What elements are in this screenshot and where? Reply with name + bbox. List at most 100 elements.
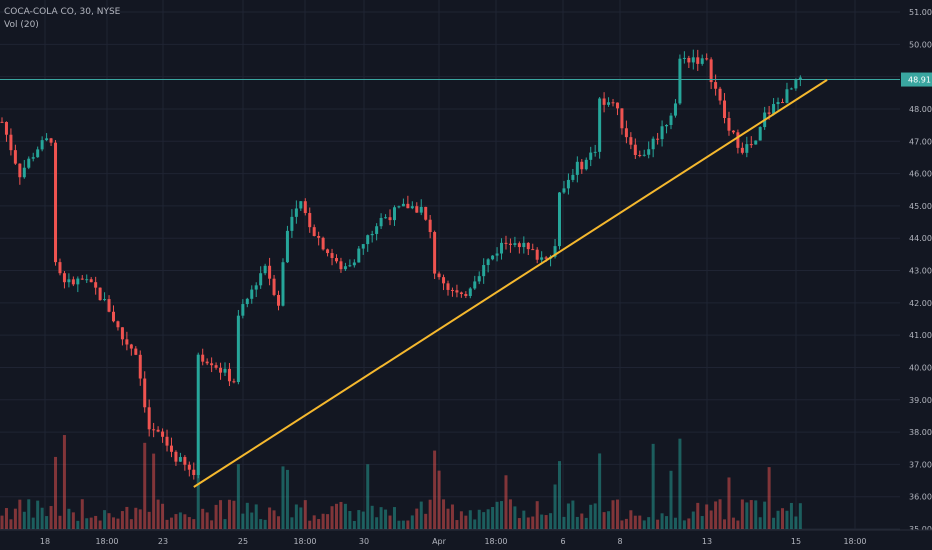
volume-bar	[357, 510, 361, 529]
volume-bar	[486, 509, 490, 529]
candle-body	[303, 201, 307, 214]
candle-body	[500, 242, 504, 254]
candle-body	[18, 163, 22, 178]
candle-body	[192, 469, 196, 476]
volume-bar	[107, 513, 111, 529]
symbol-legend[interactable]: COCA-COLA CO, 30, NYSE	[4, 7, 121, 17]
candle-body	[593, 151, 597, 153]
candle-body	[219, 367, 223, 373]
candle-body	[491, 255, 495, 260]
price-axis[interactable]: 51.0050.0049.0048.0047.0046.0045.0044.00…	[900, 0, 932, 550]
candle-body	[687, 57, 691, 63]
volume-bar	[745, 502, 749, 529]
price-tick-label: 37.00	[909, 460, 932, 469]
volume-bars	[0, 435, 802, 529]
volume-bar	[361, 511, 365, 529]
candle-body	[335, 258, 338, 262]
volume-bar	[468, 510, 472, 529]
candle-body	[558, 192, 561, 247]
volume-bar	[18, 499, 22, 529]
candlestick-series	[0, 49, 802, 480]
volume-legend[interactable]: Vol (20)	[4, 20, 39, 30]
volume-bar	[714, 501, 718, 529]
candle-body	[326, 249, 330, 254]
volume-bar	[669, 470, 673, 529]
volume-bar	[205, 512, 209, 529]
candle-body	[459, 292, 463, 295]
candle-body	[410, 206, 414, 209]
volume-bar	[58, 515, 62, 529]
volume-bar	[183, 514, 187, 529]
volume-bar	[268, 507, 272, 529]
candle-body	[433, 232, 437, 274]
candle-body	[361, 244, 365, 249]
volume-bar	[366, 464, 370, 529]
volume-bar	[785, 510, 789, 529]
volume-bar	[419, 501, 423, 529]
candle-body	[62, 273, 66, 283]
candle-body	[40, 140, 44, 150]
chart-legend: COCA-COLA CO, 30, NYSE Vol (20)	[4, 6, 120, 32]
volume-bar	[259, 519, 263, 529]
candle-body	[446, 283, 450, 290]
candle-body	[384, 217, 388, 219]
candle-body	[245, 298, 249, 305]
candle-body	[669, 115, 673, 125]
candle-body	[736, 132, 740, 148]
volume-bar	[410, 515, 414, 529]
volume-bar	[437, 470, 441, 529]
volume-bar	[9, 519, 13, 529]
volume-bar	[277, 516, 281, 529]
time-tick-label: 23	[158, 537, 168, 546]
candle-body	[718, 88, 722, 101]
candle-body	[638, 154, 642, 156]
volume-bar	[691, 511, 695, 529]
volume-bar	[673, 517, 677, 529]
volume-bar	[709, 510, 713, 529]
volume-bar	[517, 518, 521, 529]
candle-body	[4, 121, 8, 135]
candle-body	[589, 152, 593, 160]
candle-body	[651, 138, 655, 150]
price-tick-label: 44.00	[909, 234, 932, 243]
volume-bar	[210, 520, 214, 529]
volume-bar	[174, 514, 178, 529]
candle-body	[798, 77, 802, 80]
volume-bar	[352, 520, 356, 529]
candle-body	[152, 429, 156, 431]
time-axis[interactable]: 18 18:00 23 25 18:00 30 Apr 18:00 6 8 13 15 18:00	[0, 529, 932, 550]
candle-body	[486, 259, 490, 266]
price-axis-bg	[900, 0, 932, 550]
volume-bar	[794, 516, 798, 529]
volume-bar	[384, 509, 388, 529]
volume-bar	[562, 516, 566, 529]
candle-body	[54, 142, 58, 263]
candle-body	[94, 282, 98, 288]
candle-body	[767, 112, 771, 114]
candle-body	[281, 262, 285, 306]
candle-body	[745, 144, 749, 153]
candle-body	[758, 127, 762, 141]
price-tick-label: 41.00	[909, 331, 932, 340]
price-tick-label: 38.00	[909, 428, 932, 437]
price-tick-label: 48.00	[909, 105, 932, 114]
chart-overlays	[0, 79, 900, 488]
candle-body	[468, 288, 472, 297]
candle-body	[254, 285, 258, 290]
volume-bar	[294, 504, 298, 529]
volume-bar	[388, 515, 392, 529]
volume-bar	[522, 510, 526, 529]
volume-bar	[433, 450, 437, 529]
candle-body	[772, 104, 776, 114]
volume-bar	[0, 515, 4, 529]
volume-bar	[700, 516, 704, 529]
candle-body	[415, 206, 419, 213]
volume-bar	[156, 499, 160, 529]
volume-bar	[665, 516, 669, 529]
volume-bar	[406, 520, 410, 529]
candle-body	[776, 102, 780, 105]
volume-bar	[491, 506, 495, 529]
volume-bar	[94, 515, 98, 529]
candle-body	[642, 154, 646, 156]
